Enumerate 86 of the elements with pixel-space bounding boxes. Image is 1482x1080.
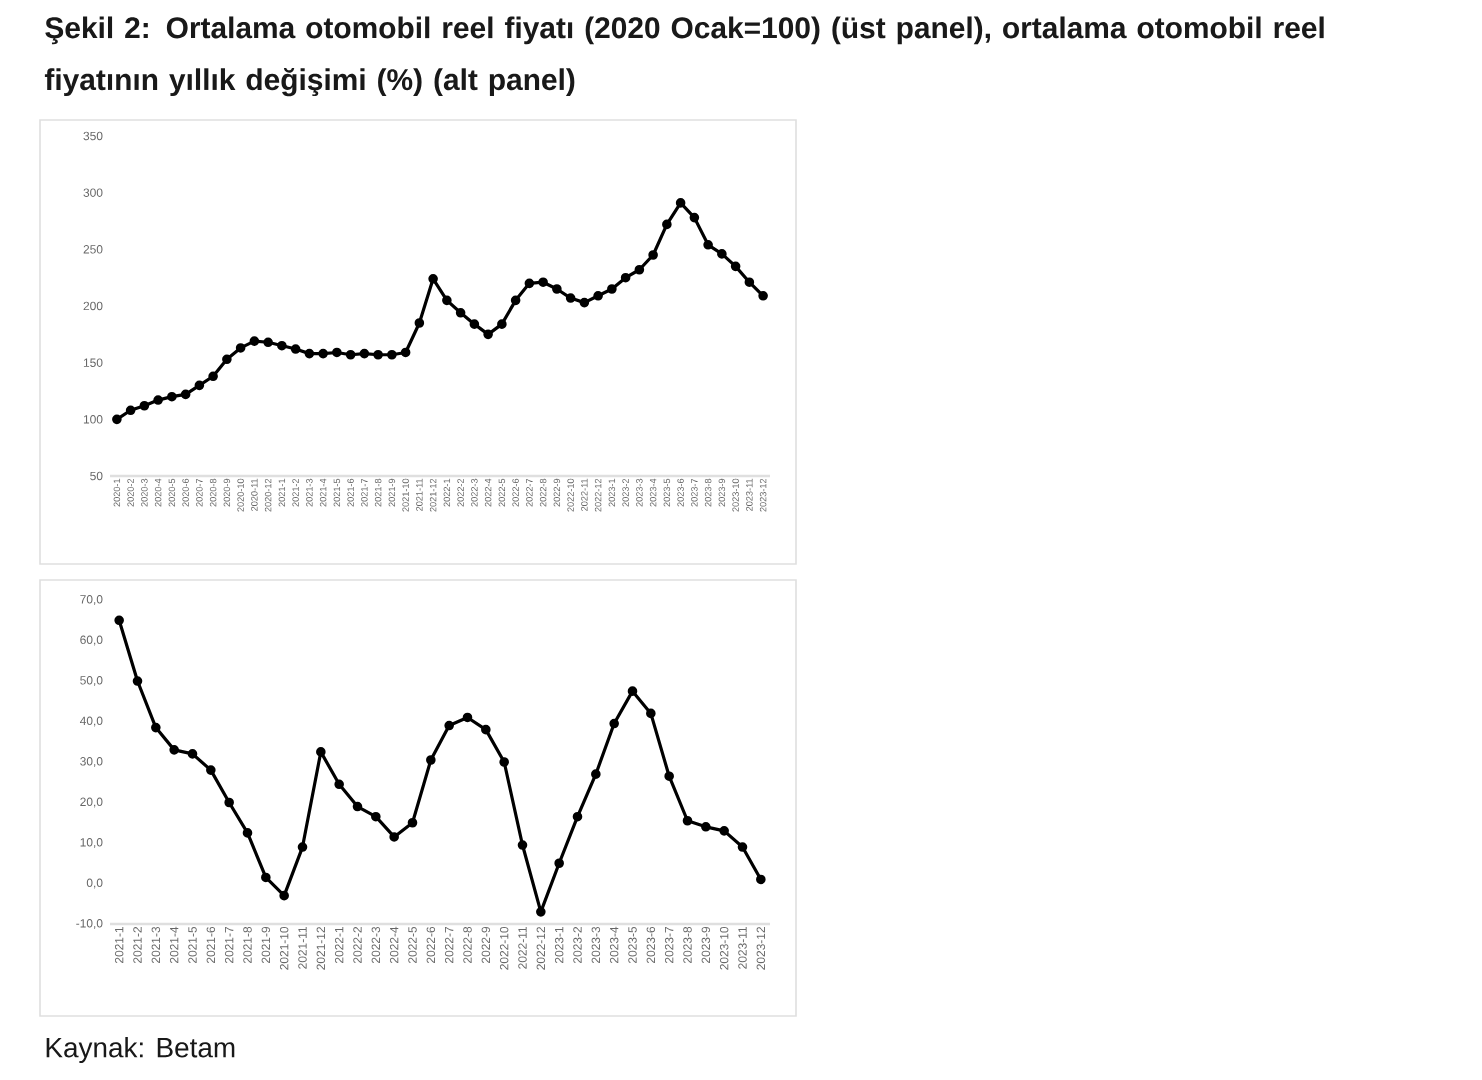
point	[620, 272, 631, 283]
point	[153, 395, 163, 405]
point	[169, 745, 179, 755]
point	[261, 872, 271, 883]
point	[387, 349, 397, 360]
point	[194, 380, 205, 391]
point	[180, 389, 191, 400]
point	[352, 801, 363, 812]
point	[497, 319, 507, 329]
point	[345, 349, 356, 360]
point	[125, 405, 136, 416]
point	[462, 712, 473, 723]
point	[730, 261, 741, 272]
point	[279, 890, 289, 901]
chart-title: Şekil 2: Ortalama otomobil reel fiyatı (2020 Ocak=100) (üst panel), ortalama otomobil reel fiyatının yıllık değişimi (%) (alt panel)	[44, 16, 1324, 97]
point	[414, 318, 425, 328]
point	[290, 344, 301, 354]
point	[517, 840, 528, 850]
point	[682, 815, 693, 826]
point	[591, 769, 601, 779]
point	[524, 278, 535, 289]
point	[316, 747, 326, 757]
point	[510, 295, 521, 306]
point	[151, 722, 161, 733]
point	[167, 391, 177, 402]
point	[572, 811, 583, 822]
point	[469, 319, 480, 329]
point	[607, 284, 617, 294]
point	[400, 347, 411, 358]
point	[648, 250, 658, 260]
point	[426, 755, 436, 765]
point	[318, 348, 328, 359]
point	[737, 842, 748, 852]
point	[114, 615, 124, 626]
point	[455, 308, 466, 318]
point	[139, 400, 150, 411]
point	[304, 348, 315, 359]
point	[263, 337, 273, 348]
point	[242, 828, 253, 838]
point	[552, 284, 562, 294]
point	[187, 749, 198, 759]
point	[132, 676, 143, 686]
point	[208, 371, 218, 382]
point	[332, 347, 342, 358]
point	[744, 277, 755, 288]
point	[297, 842, 308, 852]
point	[389, 832, 399, 842]
point	[646, 708, 656, 719]
point	[538, 277, 548, 288]
point	[407, 817, 418, 828]
point	[373, 349, 383, 360]
point	[536, 907, 546, 917]
point	[112, 414, 122, 425]
point	[483, 329, 493, 340]
point	[675, 198, 686, 208]
text: Kaynak: Betam	[46, 1037, 235, 1063]
point	[442, 295, 452, 306]
point	[249, 336, 260, 346]
point	[703, 240, 713, 250]
point	[565, 293, 576, 303]
point	[579, 297, 590, 308]
point	[499, 757, 509, 767]
point	[554, 858, 564, 869]
point	[235, 343, 246, 353]
point	[756, 874, 766, 885]
point	[664, 771, 674, 781]
point	[206, 765, 216, 775]
point	[428, 274, 438, 284]
point	[719, 826, 729, 836]
point	[701, 822, 711, 832]
point	[334, 779, 344, 790]
point	[444, 720, 454, 731]
point	[627, 686, 638, 696]
point	[222, 354, 232, 365]
point	[662, 219, 672, 230]
point	[717, 249, 727, 259]
point	[224, 797, 234, 808]
point	[371, 811, 381, 822]
point	[609, 718, 619, 729]
point	[758, 291, 768, 301]
point	[277, 340, 287, 351]
point	[593, 291, 603, 301]
point	[481, 724, 491, 735]
point	[634, 264, 645, 275]
point	[359, 348, 370, 359]
point	[689, 212, 700, 223]
